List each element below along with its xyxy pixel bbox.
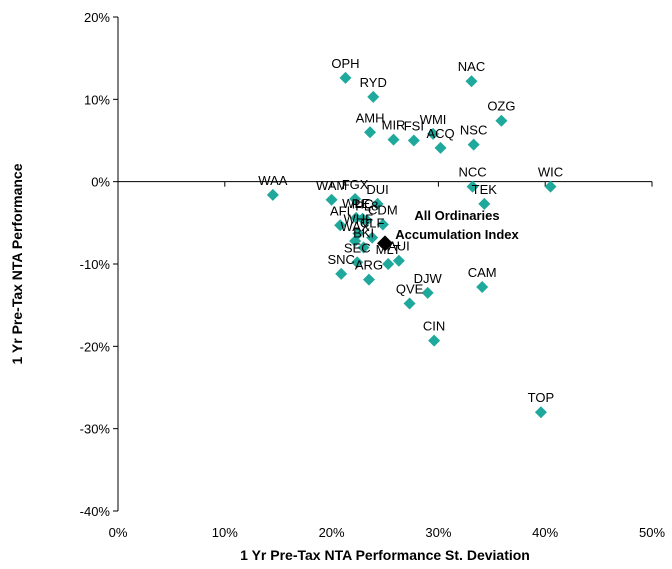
point (362, 273, 375, 286)
point (351, 256, 364, 269)
point (476, 281, 489, 294)
x-tick-label: 50% (639, 525, 665, 540)
point-label: RYD (360, 75, 387, 90)
point-label: CIN (423, 319, 445, 334)
point-label: TOP (528, 390, 555, 405)
point-label: OPH (331, 56, 359, 71)
point (403, 297, 416, 310)
index-label: All Ordinaries Accumulation Index (395, 208, 519, 243)
point-label: PIC (352, 197, 374, 212)
x-tick-label: 10% (212, 525, 238, 540)
x-tick-label: 30% (425, 525, 451, 540)
point-label: AUI (388, 239, 410, 254)
point-label: CLF (360, 216, 385, 231)
point (465, 75, 478, 88)
point (371, 197, 384, 210)
y-tick-label: -40% (80, 504, 111, 519)
point (534, 406, 547, 419)
point-label: SNC (327, 252, 354, 267)
point (366, 231, 379, 244)
point-label: NAC (458, 59, 485, 74)
point-label: FSI (404, 119, 424, 134)
point-label: SEC (344, 240, 371, 255)
point (467, 138, 480, 151)
point (364, 126, 377, 139)
point-label: DJW (414, 271, 443, 286)
point-label: WAX (341, 219, 370, 234)
point (360, 214, 373, 227)
point (325, 193, 338, 206)
x-tick-label: 0% (109, 525, 128, 540)
x-tick-label: 40% (532, 525, 558, 540)
point-label: PL8 (355, 198, 378, 213)
point (544, 180, 557, 193)
y-tick-label: 0% (91, 175, 110, 190)
point-label: WHF (343, 212, 373, 227)
point-label: AFI (330, 203, 350, 218)
y-tick-label: -30% (80, 422, 111, 437)
point (335, 267, 348, 280)
y-tick-label: -20% (80, 339, 111, 354)
point-label: DUI (366, 182, 388, 197)
point (434, 141, 447, 154)
y-tick-label: -10% (80, 257, 111, 272)
point-label: AMH (356, 110, 385, 125)
point-label: TEK (472, 182, 498, 197)
point-label: WAM (316, 178, 347, 193)
point (407, 134, 420, 147)
point-label: OZG (487, 99, 515, 114)
point-label: CDM (368, 202, 398, 217)
x-tick-label: 20% (319, 525, 345, 540)
point (266, 188, 279, 201)
point-label: MIR (382, 118, 406, 133)
point (349, 234, 362, 247)
point (377, 235, 393, 252)
point (334, 219, 347, 232)
point-label: CAM (468, 265, 497, 280)
x-axis-title: 1 Yr Pre-Tax NTA Performance St. Deviati… (240, 547, 530, 563)
y-tick-label: 20% (84, 10, 110, 25)
point-label: ACQ (426, 126, 454, 141)
point-label: WAA (258, 173, 287, 188)
point-label: FGX (342, 177, 369, 192)
point (466, 180, 479, 193)
point (339, 71, 352, 84)
point (387, 133, 400, 146)
y-tick-label: 10% (84, 92, 110, 107)
point (382, 258, 395, 270)
point-label: BKI (353, 226, 374, 241)
point-label: QVE (396, 282, 424, 297)
point (367, 90, 380, 103)
point (421, 286, 434, 299)
point (357, 241, 370, 254)
point (349, 192, 362, 205)
point (427, 127, 440, 140)
point (495, 114, 508, 127)
point-label: WMI (420, 112, 447, 127)
point-label: NSC (460, 123, 487, 138)
point-label: WLE (342, 196, 371, 211)
point (428, 334, 441, 347)
point-label: NCC (458, 165, 486, 180)
point (478, 197, 491, 210)
point (392, 254, 405, 267)
point-label: ARG (355, 258, 383, 273)
y-axis-title: 1 Yr Pre-Tax NTA Performance (9, 163, 25, 364)
point (376, 218, 389, 231)
point-label: WIC (538, 165, 563, 180)
